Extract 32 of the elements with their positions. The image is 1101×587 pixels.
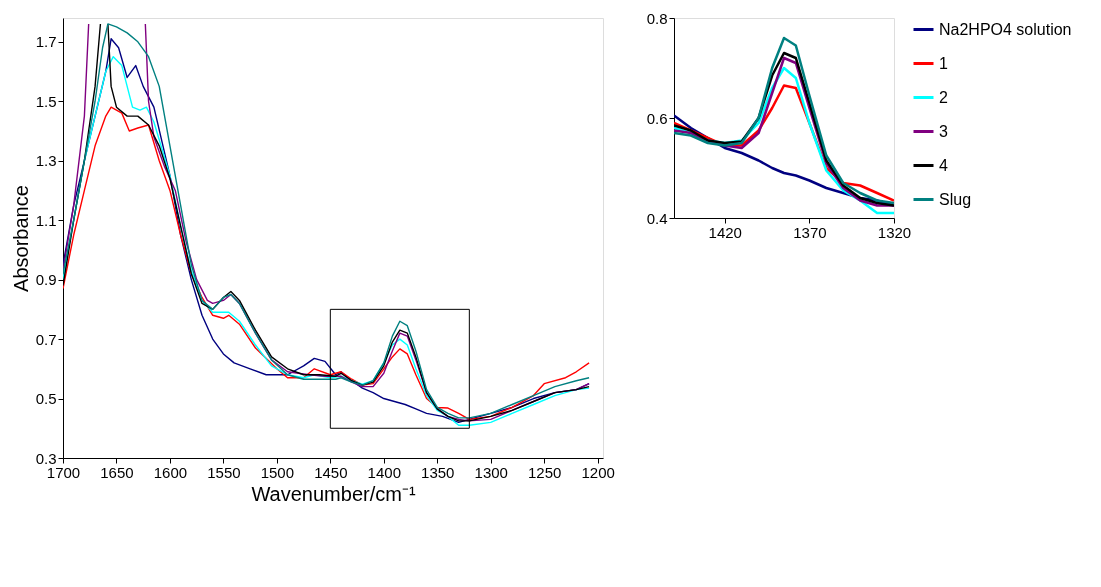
x-tick-label: 1320 — [877, 223, 912, 241]
y-tick-label: 0.7 — [35, 330, 57, 348]
x-tick-label: 1500 — [260, 463, 295, 481]
x-tick-label: 1600 — [153, 463, 188, 481]
x-tick-label: 1200 — [581, 463, 615, 481]
y-tick-label: 1.3 — [35, 152, 57, 170]
legend-label: 4 — [939, 156, 948, 174]
x-tick-label: 1250 — [528, 463, 562, 481]
legend-label: 1 — [939, 54, 948, 72]
legend-label: Slug — [939, 190, 972, 208]
legend-label: Na2HPO4 solution — [939, 20, 1072, 38]
x-tick-label: 1420 — [708, 223, 742, 241]
y-tick-label: 1.7 — [35, 33, 57, 51]
x-tick-label: 1300 — [474, 463, 508, 481]
y-axis-title: Absorbance — [9, 185, 32, 292]
x-tick-label: 1370 — [793, 223, 827, 241]
x-axis-title: Wavenumber/cm⁻¹ — [251, 482, 416, 505]
y-tick-label: 0.5 — [35, 390, 57, 408]
x-tick-label: 1450 — [314, 463, 348, 481]
legend-label: 2 — [939, 88, 948, 106]
y-tick-label: 0.8 — [646, 9, 668, 27]
line-series — [63, 106, 590, 421]
y-tick-label: 1.1 — [35, 211, 57, 229]
y-tick-label: 0.4 — [646, 209, 668, 227]
y-tick-label: 0.9 — [35, 271, 57, 289]
y-tick-label: 0.6 — [646, 109, 668, 127]
x-tick-label: 1400 — [367, 463, 401, 481]
x-tick-label: 1650 — [100, 463, 134, 481]
y-tick-label: 1.5 — [35, 92, 57, 110]
x-tick-label: 1350 — [421, 463, 455, 481]
x-tick-label: 1550 — [207, 463, 241, 481]
legend-label: 3 — [939, 122, 948, 140]
